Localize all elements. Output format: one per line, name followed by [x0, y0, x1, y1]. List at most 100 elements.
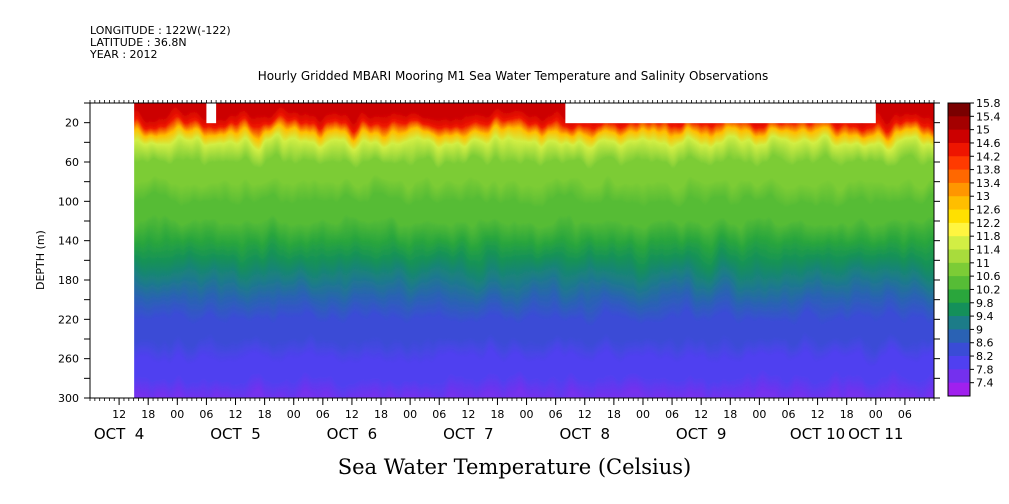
colorbar-swatch: [948, 236, 970, 250]
x-hour-label: 18: [840, 408, 854, 421]
colorbar-label: 15.4: [976, 110, 1001, 123]
x-hour-label: 00: [869, 408, 883, 421]
warm-surface-patch: [193, 103, 574, 112]
x-date-label: OCT 5: [210, 425, 261, 443]
colorbar-label: 14.2: [976, 150, 1001, 163]
y-tick-label: 180: [58, 274, 79, 287]
temperature-bands: [113, 103, 934, 398]
x-hour-label: 06: [898, 408, 912, 421]
colorbar-swatch: [948, 116, 970, 131]
colorbar-swatch: [948, 142, 970, 157]
year-label: YEAR : 2012: [90, 48, 158, 61]
x-hour-label: 18: [141, 408, 155, 421]
x-hour-label: 06: [665, 408, 679, 421]
x-hour-label: 12: [694, 408, 708, 421]
colorbar-swatch: [948, 289, 970, 304]
colorbar-label: 7.4: [976, 377, 994, 390]
colorbar-swatch: [948, 276, 970, 290]
y-tick-label: 100: [58, 195, 79, 208]
colorbar-label: 14.6: [976, 137, 1001, 150]
colorbar-swatch: [948, 222, 970, 237]
colorbar-swatch: [948, 103, 970, 117]
colorbar-swatch: [948, 182, 970, 197]
colorbar-swatch: [948, 129, 970, 144]
x-hour-label: 00: [752, 408, 766, 421]
x-hour-label: 00: [403, 408, 417, 421]
x-hour-label: 06: [316, 408, 330, 421]
colorbar-label: 12.6: [976, 204, 1001, 217]
colorbar-label: 10.6: [976, 270, 1001, 283]
colorbar-label: 15: [976, 124, 990, 137]
x-hour-label: 06: [781, 408, 795, 421]
x-hour-label: 18: [374, 408, 388, 421]
x-date-label: OCT 6: [327, 425, 378, 443]
missing-data-mask: [90, 103, 876, 398]
missing-data-block: [90, 103, 135, 398]
colorbar-label: 8.2: [976, 350, 994, 363]
x-hour-label: 06: [432, 408, 446, 421]
missing-data-block: [206, 103, 217, 124]
x-hour-label: 18: [607, 408, 621, 421]
x-date-label: OCT 11: [848, 425, 903, 443]
y-axis: 20 60 100 140 180 220 260 300: [58, 102, 940, 405]
colorbar-swatch: [948, 382, 970, 397]
colorbar-swatch: [948, 302, 970, 317]
x-hour-label: 12: [461, 408, 475, 421]
colorbar-label: 13.8: [976, 164, 1001, 177]
colorbar-swatch: [948, 169, 970, 184]
latitude-label: LATITUDE : 36.8N: [90, 36, 187, 49]
colorbar-swatch: [948, 329, 970, 344]
colorbar: 15.815.41514.614.213.813.41312.612.211.8…: [947, 97, 1001, 397]
y-tick-label: 140: [58, 235, 79, 248]
colorbar-label: 7.8: [976, 363, 994, 376]
y-tick-label: 260: [58, 353, 79, 366]
chart-title: Hourly Gridded MBARI Mooring M1 Sea Wate…: [257, 69, 769, 83]
x-axis-label: Sea Water Temperature (Celsius): [337, 455, 692, 479]
colorbar-swatch: [948, 356, 970, 370]
x-hour-label: 12: [229, 408, 243, 421]
colorbar-label: 11.4: [976, 244, 1001, 257]
y-tick-label: 20: [65, 117, 79, 130]
x-date-label: OCT 7: [443, 425, 494, 443]
colorbar-label: 11.8: [976, 230, 1001, 243]
missing-data-block: [565, 103, 876, 124]
x-date-label: OCT 9: [676, 425, 727, 443]
x-hour-label: 12: [112, 408, 126, 421]
temperature-field: [113, 103, 934, 398]
x-hour-label: 12: [811, 408, 825, 421]
x-hour-label: 12: [345, 408, 359, 421]
longitude-label: LONGITUDE : 122W(-122): [90, 24, 231, 37]
colorbar-label: 13: [976, 190, 990, 203]
x-hour-label: 18: [490, 408, 504, 421]
colorbar-swatch: [948, 156, 970, 170]
x-hour-label: 06: [549, 408, 563, 421]
colorbar-swatch: [948, 262, 970, 277]
x-date-label: OCT 8: [559, 425, 610, 443]
colorbar-swatch: [948, 209, 970, 224]
colorbar-swatch: [948, 342, 970, 357]
colorbar-label: 8.6: [976, 337, 994, 350]
colorbar-label: 10.2: [976, 283, 1001, 296]
y-tick-label: 300: [58, 392, 79, 405]
colorbar-swatch: [948, 369, 970, 384]
x-axis: 12 18 00 06 12 18 00 06 12 18 00 06 12 18 00 06 12 18 00 06…: [89, 100, 935, 443]
x-hour-label: 12: [578, 408, 592, 421]
colorbar-label: 9.4: [976, 310, 994, 323]
x-hour-label: 00: [520, 408, 534, 421]
colorbar-label: 13.4: [976, 177, 1001, 190]
x-hour-label: 00: [170, 408, 184, 421]
colorbar-label: 12.2: [976, 217, 1001, 230]
y-tick-label: 60: [65, 156, 79, 169]
colorbar-label: 11: [976, 257, 990, 270]
x-date-label: OCT 4: [94, 425, 145, 443]
x-hour-label: 00: [287, 408, 301, 421]
x-date-label: OCT 10: [790, 425, 845, 443]
x-hour-label: 00: [636, 408, 650, 421]
colorbar-swatch: [948, 196, 970, 210]
x-hour-label: 18: [723, 408, 737, 421]
colorbar-label: 9.8: [976, 297, 994, 310]
colorbar-label: 15.8: [976, 97, 1001, 110]
x-hour-label: 18: [258, 408, 272, 421]
